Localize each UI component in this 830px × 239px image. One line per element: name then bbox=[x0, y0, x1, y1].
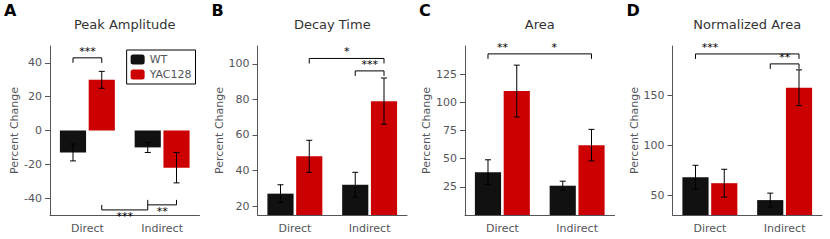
svg-text:Direct: Direct bbox=[693, 222, 727, 235]
svg-text:150: 150 bbox=[644, 89, 665, 102]
svg-text:125: 125 bbox=[436, 68, 457, 81]
svg-text:Percent Change: Percent Change bbox=[8, 87, 21, 174]
svg-text:A: A bbox=[4, 1, 17, 20]
svg-text:60: 60 bbox=[236, 128, 250, 141]
svg-text:Direct: Direct bbox=[486, 222, 520, 235]
svg-text:**: ** bbox=[157, 205, 169, 218]
svg-text:Indirect: Indirect bbox=[141, 222, 183, 235]
svg-text:YAC128: YAC128 bbox=[149, 68, 192, 81]
svg-text:Indirect: Indirect bbox=[349, 222, 391, 235]
svg-text:Percent Change: Percent Change bbox=[420, 87, 433, 174]
svg-text:40: 40 bbox=[28, 56, 42, 69]
svg-text:40: 40 bbox=[236, 164, 250, 177]
svg-text:***: *** bbox=[79, 45, 96, 58]
svg-text:25: 25 bbox=[443, 180, 457, 193]
svg-text:100: 100 bbox=[644, 139, 665, 152]
svg-text:D: D bbox=[627, 1, 640, 20]
svg-text:Direct: Direct bbox=[278, 222, 312, 235]
svg-text:50: 50 bbox=[651, 189, 665, 202]
svg-text:***: *** bbox=[702, 41, 719, 54]
svg-text:Peak Amplitude: Peak Amplitude bbox=[74, 17, 176, 32]
svg-text:20: 20 bbox=[236, 200, 250, 213]
svg-text:C: C bbox=[419, 1, 431, 20]
svg-text:*: * bbox=[344, 45, 350, 58]
svg-text:B: B bbox=[212, 1, 224, 20]
svg-text:Percent Change: Percent Change bbox=[213, 87, 226, 174]
svg-text:**: ** bbox=[779, 51, 791, 64]
svg-text:80: 80 bbox=[236, 93, 250, 106]
svg-text:Decay Time: Decay Time bbox=[294, 17, 371, 32]
svg-text:-40: -40 bbox=[24, 192, 42, 205]
svg-text:**: ** bbox=[497, 41, 509, 54]
svg-text:20: 20 bbox=[28, 90, 42, 103]
svg-text:Percent Change: Percent Change bbox=[628, 87, 641, 174]
svg-text:Area: Area bbox=[525, 17, 555, 32]
svg-text:100: 100 bbox=[436, 96, 457, 109]
svg-text:100: 100 bbox=[229, 57, 250, 70]
svg-text:Direct: Direct bbox=[71, 222, 105, 235]
svg-text:0: 0 bbox=[35, 124, 42, 137]
svg-text:***: *** bbox=[361, 58, 378, 71]
svg-text:*: * bbox=[551, 41, 557, 54]
svg-text:75: 75 bbox=[443, 124, 457, 137]
svg-text:Indirect: Indirect bbox=[556, 222, 598, 235]
svg-text:Indirect: Indirect bbox=[764, 222, 806, 235]
svg-text:***: *** bbox=[117, 210, 134, 223]
svg-text:WT: WT bbox=[150, 53, 168, 66]
svg-text:-20: -20 bbox=[24, 158, 42, 171]
svg-text:Normalized Area: Normalized Area bbox=[693, 17, 801, 32]
svg-text:50: 50 bbox=[443, 152, 457, 165]
